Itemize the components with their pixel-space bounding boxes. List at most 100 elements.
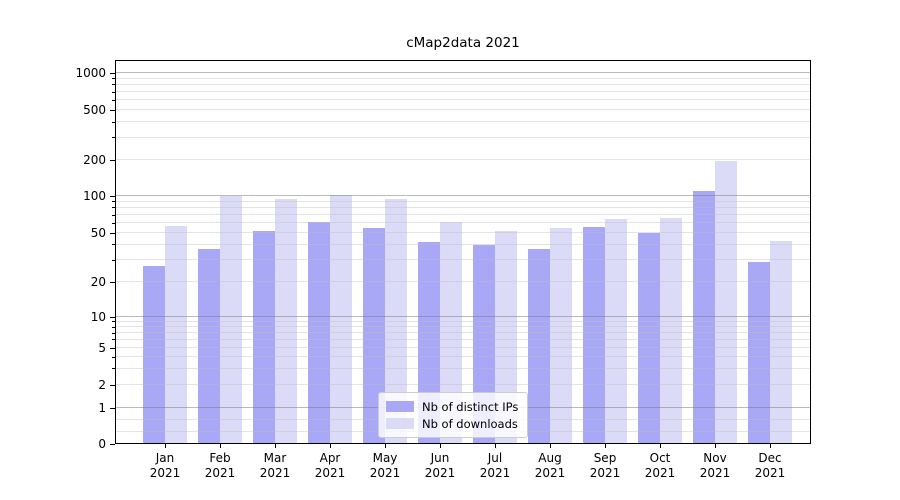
x-tick-mar [275,444,276,448]
y-tick-1 [110,407,115,409]
y-minor-tick-2 [112,384,115,386]
bar-downloads-dec [770,241,792,444]
y-minor-tick-20 [112,281,115,283]
y-tick-label-100: 100 [83,189,106,203]
y-tick-label-10: 10 [90,310,106,324]
y-minor-tick-4 [112,356,115,358]
x-tick-feb [220,444,221,448]
y-minor-tick-400 [112,121,115,123]
gridline-minor-70 [115,214,811,215]
bar-downloads-feb [220,195,242,444]
y-tick-label-1000: 1000 [75,66,106,80]
y-tick-100 [110,195,115,197]
y-minor-tick-3 [112,368,115,370]
legend-label-distinct-ips: Nb of distinct IPs [422,399,519,414]
y-minor-tick-800 [112,84,115,86]
y-minor-tick-7 [112,332,115,334]
gridline-minor-6 [115,338,811,340]
gridline-minor-80 [115,206,811,208]
gridline-minor-400 [115,121,811,123]
plot-area [115,60,811,444]
bar-ips-nov [693,191,715,444]
x-tick-jan [165,444,166,448]
x-tick-apr [330,444,331,448]
gridline-minor-2 [115,384,811,385]
y-tick-label-1: 1 [98,401,106,415]
x-tick-label-sep: Sep 2021 [589,451,621,480]
gridline-minor-60 [115,222,811,224]
legend-row-downloads: Nb of downloads [386,415,518,432]
y-minor-tick-500 [112,109,115,111]
x-tick-label-aug: Aug 2021 [534,451,566,480]
gridline-minor-600 [115,99,811,101]
bar-downloads-apr [330,194,352,444]
gridline-minor-7 [115,332,811,333]
gridline-minor-8 [115,326,811,327]
bar-ips-feb [198,249,220,444]
y-minor-tick-700 [112,91,115,93]
gridline-minor-200 [115,159,811,160]
bar-ips-dec [748,262,770,444]
bar-downloads-nov [715,161,737,444]
y-minor-tick-600 [112,99,115,101]
bar-downloads-mar [275,198,297,444]
gridline-major-1000 [115,72,811,73]
x-tick-label-jan: Jan 2021 [149,451,181,480]
y-tick-label-200: 200 [83,153,106,167]
gridline-minor-500 [115,109,811,110]
y-tick-label-2: 2 [98,378,106,392]
bar-ips-aug [528,249,550,444]
y-minor-tick-60 [112,222,115,224]
x-tick-label-jun: Jun 2021 [424,451,456,480]
bar-downloads-sep [605,219,627,444]
y-tick-1000 [110,72,115,74]
y-minor-tick-30 [112,259,115,261]
bar-downloads-jun [440,222,462,444]
y-tick-10 [110,316,115,318]
x-tick-label-nov: Nov 2021 [699,451,731,480]
bar-ips-apr [308,221,330,444]
x-tick-label-feb: Feb 2021 [204,451,236,480]
y-minor-tick-300 [112,137,115,139]
y-minor-tick-5 [112,347,115,349]
legend-swatch-downloads [386,418,414,429]
gridline-minor-5 [115,347,811,348]
x-tick-label-apr: Apr 2021 [314,451,346,480]
y-minor-tick-900 [112,78,115,80]
legend: Nb of distinct IPs Nb of downloads [378,392,529,438]
bar-ips-jan [143,266,165,444]
x-tick-label-jul: Jul 2021 [479,451,511,480]
gridline-minor-90 [115,200,811,202]
gridline-minor-40 [115,243,811,245]
x-tick-dec [770,444,771,448]
y-minor-tick-50 [112,232,115,234]
gridline-minor-4 [115,356,811,357]
y-tick-label-500: 500 [83,103,106,117]
gridline-minor-700 [115,91,811,92]
bar-ips-may [363,227,385,444]
legend-label-downloads: Nb of downloads [422,416,518,431]
x-tick-nov [715,444,716,448]
gridline-minor-50 [115,232,811,233]
x-tick-may [385,444,386,448]
y-minor-tick-8 [112,326,115,328]
gridline-major-100 [115,195,811,196]
y-tick-label-0: 0 [98,437,106,451]
x-tick-jun [440,444,441,448]
bar-ips-sep [583,227,605,444]
bar-downloads-jul [495,230,517,444]
x-tick-jul [495,444,496,448]
legend-swatch-distinct-ips [386,401,414,412]
x-tick-label-dec: Dec 2021 [754,451,786,480]
y-minor-tick-80 [112,207,115,209]
chart-title: cMap2data 2021 [406,35,520,51]
gridline-minor-900 [115,77,811,79]
y-minor-tick-6 [112,339,115,341]
x-tick-label-oct: Oct 2021 [644,451,676,480]
y-tick-label-5: 5 [98,341,106,355]
gridline-minor-20 [115,281,811,282]
bar-ips-mar [253,230,275,444]
gridline-minor-3 [115,367,811,369]
bar-downloads-jan [165,226,187,444]
